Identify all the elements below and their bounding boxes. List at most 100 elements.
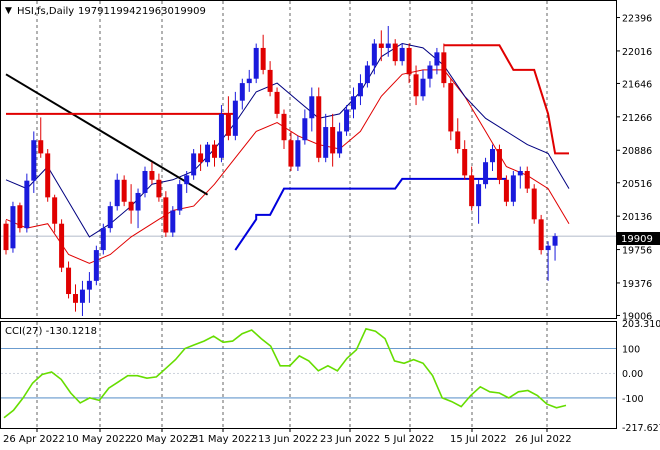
symbol-label: HSI,fs,Daily	[17, 6, 74, 17]
candle-body	[86, 280, 92, 290]
cci-line	[3, 327, 567, 419]
candle-body	[545, 245, 551, 251]
date-tick-label: 23 Jun 2022	[320, 434, 380, 445]
candle-body	[142, 170, 148, 193]
candle-body	[538, 219, 544, 251]
candle-body	[274, 91, 280, 114]
price-tick-label: 22396	[622, 14, 652, 25]
candle-body	[330, 127, 336, 154]
candle-body	[73, 294, 78, 303]
price-tick-label: 20136	[622, 212, 652, 223]
price-tick-label: 20516	[622, 179, 652, 190]
candle-body	[337, 131, 343, 154]
ohlc-open: 19791	[78, 6, 110, 17]
last-price-badge	[617, 232, 660, 245]
candle-body	[364, 65, 370, 84]
candle-body	[441, 52, 447, 84]
candle-body	[552, 236, 558, 246]
candle-body	[260, 47, 266, 70]
cci-tick-label: 100	[622, 345, 640, 356]
candle-body	[371, 43, 377, 66]
candle-body	[357, 83, 363, 97]
date-tick-label: 15 Jul 2022	[450, 434, 507, 445]
candle-body	[198, 153, 204, 163]
candle-body	[177, 184, 183, 211]
main-pane-frame	[0, 0, 617, 319]
candle-body	[93, 250, 99, 281]
candle-body	[191, 153, 197, 176]
ohlc-low: 19630	[142, 6, 174, 17]
candle-body	[462, 149, 468, 176]
price-tick-label: 22016	[622, 47, 652, 58]
candle-body	[225, 113, 231, 136]
candle-body	[413, 74, 419, 97]
candle-body	[392, 43, 398, 62]
last-price-label: 19909	[621, 234, 653, 245]
overlay-stop_red	[443, 44, 569, 155]
ohlc-close: 19909	[174, 6, 206, 17]
overlay-ma_fast	[5, 69, 570, 264]
candle-body	[184, 175, 190, 185]
candle-body	[45, 153, 51, 198]
candle-body	[399, 47, 405, 62]
candle-body	[295, 140, 301, 167]
date-tick-label: 20 May 2022	[130, 434, 195, 445]
price-tick-label: 19006	[622, 311, 652, 322]
overlay-trendline	[5, 73, 209, 196]
candle-body	[517, 170, 523, 176]
candle-body	[344, 109, 350, 132]
candle-body	[531, 188, 537, 220]
overlay-stop_blue	[234, 177, 507, 251]
candle-body	[107, 206, 113, 229]
cci-title: CCI(27) -130.1218	[5, 326, 97, 337]
cci-tick-label: -217.627	[622, 423, 660, 434]
overlay-ma_slow	[5, 42, 570, 238]
candle-body	[218, 113, 224, 158]
candle-body	[38, 140, 44, 154]
candle-body	[323, 127, 329, 158]
candle-body	[434, 52, 440, 66]
candle-body	[503, 179, 509, 202]
candle-body	[476, 184, 482, 207]
candle-body	[455, 131, 461, 150]
candle-body	[246, 78, 252, 84]
candle-body	[114, 179, 120, 207]
candle-body	[135, 192, 141, 211]
candle-body	[170, 210, 176, 233]
candle-body	[79, 289, 85, 303]
ohlc-high: 19942	[110, 6, 142, 17]
candle-body	[351, 96, 356, 110]
candle-body	[281, 113, 287, 141]
candle-body	[100, 228, 106, 251]
collapse-arrow-icon[interactable]: ▼	[5, 6, 12, 16]
candle-body	[24, 180, 30, 229]
date-tick-label: 13 Jun 2022	[258, 434, 318, 445]
date-tick-label: 5 Jul 2022	[384, 434, 434, 445]
cci-pane-frame	[0, 321, 617, 429]
date-tick-label: 31 May 2022	[192, 434, 257, 445]
candle-body	[427, 65, 433, 79]
candle-body	[302, 118, 308, 141]
price-tick-label: 20886	[622, 146, 652, 157]
cci-tick-label: 203.3108	[622, 319, 660, 330]
candle-body	[448, 83, 454, 132]
cci-tick-label: 0.00	[622, 369, 643, 380]
price-tick-label: 21266	[622, 113, 652, 124]
date-tick-label: 26 Jul 2022	[515, 434, 572, 445]
candle-body	[121, 179, 127, 202]
candle-body	[490, 149, 495, 163]
candle-body	[239, 83, 245, 101]
price-tick-label: 21646	[622, 79, 652, 90]
price-tick-label: 19756	[622, 246, 652, 257]
candle-body	[128, 201, 134, 211]
candle-body	[66, 267, 72, 295]
candle-body	[205, 144, 211, 163]
candle-body	[385, 43, 391, 48]
candle-body	[212, 144, 217, 158]
candle-body	[469, 175, 475, 207]
candle-body	[52, 197, 58, 224]
price-tick-label: 19376	[622, 279, 652, 290]
candle-body	[232, 100, 238, 136]
candle-body	[59, 223, 65, 268]
